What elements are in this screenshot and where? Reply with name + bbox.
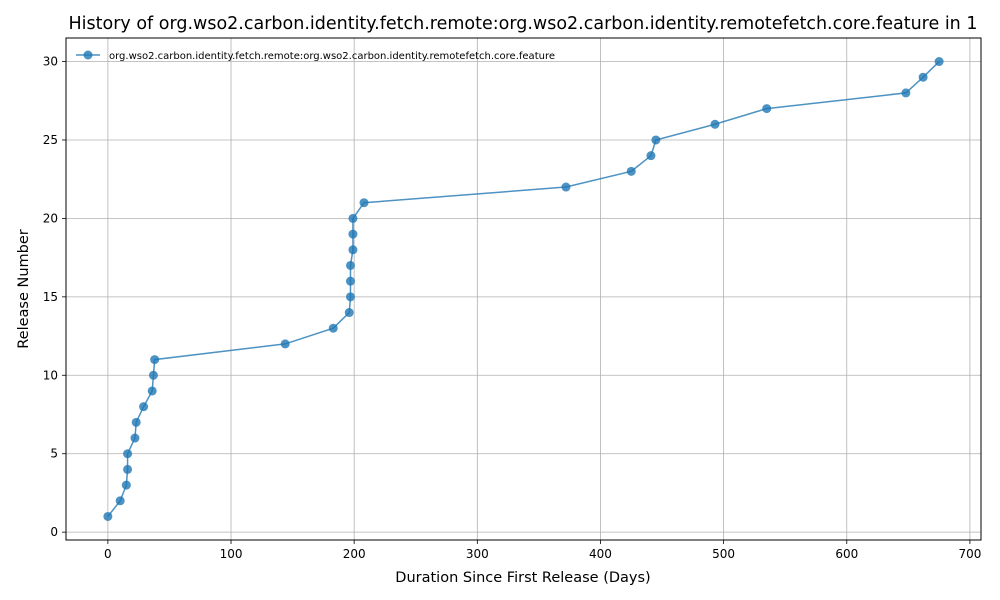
x-tick-label: 600 [835, 547, 858, 561]
data-point [934, 57, 944, 67]
data-point [123, 449, 133, 459]
y-axis-label: Release Number [16, 229, 32, 349]
data-point [150, 355, 160, 365]
x-tick-label: 300 [466, 547, 489, 561]
x-tick-label: 0 [104, 547, 112, 561]
x-tick-label: 100 [220, 547, 243, 561]
x-tick-label: 400 [589, 547, 612, 561]
data-point [710, 119, 720, 129]
data-point [130, 433, 140, 443]
data-point [280, 339, 290, 349]
y-tick-label: 0 [50, 525, 58, 539]
data-point [626, 166, 636, 176]
y-tick-label: 15 [43, 290, 58, 304]
legend-label: org.wso2.carbon.identity.fetch.remote:or… [109, 51, 555, 62]
x-axis-label: Duration Since First Release (Days) [395, 570, 650, 586]
data-point [123, 464, 133, 474]
chart-title: History of org.wso2.carbon.identity.fetc… [69, 14, 978, 34]
y-tick-label: 25 [43, 133, 58, 147]
y-tick-label: 30 [43, 55, 58, 69]
data-point [345, 292, 355, 302]
data-point [561, 182, 571, 192]
data-point [344, 308, 354, 318]
data-point [121, 480, 131, 490]
data-point [115, 496, 125, 506]
data-point [148, 370, 158, 380]
y-tick-label: 10 [43, 368, 58, 382]
x-tick-label: 500 [712, 547, 735, 561]
data-point [345, 276, 355, 286]
legend: org.wso2.carbon.identity.fetch.remote:or… [76, 50, 555, 62]
ticks-layer: 0 100 200 300 400 500 600 700 0 5 10 15 20 25 30 [43, 55, 982, 561]
data-point [328, 323, 338, 333]
data-point [131, 417, 141, 427]
series-layer [103, 57, 944, 521]
data-point [762, 104, 772, 114]
x-tick-label: 200 [343, 547, 366, 561]
data-point [345, 260, 355, 270]
data-point [646, 151, 656, 161]
data-point [147, 386, 157, 396]
data-point [918, 72, 928, 82]
data-point [139, 402, 149, 412]
data-point [651, 135, 661, 145]
data-point [359, 198, 369, 208]
x-tick-label: 700 [958, 547, 981, 561]
data-point [348, 229, 358, 239]
plot-frame [65, 37, 982, 541]
y-tick-label: 20 [43, 211, 58, 225]
legend-marker-swatch [83, 50, 93, 60]
data-point [901, 88, 911, 98]
y-tick-label: 5 [50, 447, 58, 461]
data-point [103, 511, 113, 521]
data-point [348, 213, 358, 223]
data-point [348, 245, 358, 255]
